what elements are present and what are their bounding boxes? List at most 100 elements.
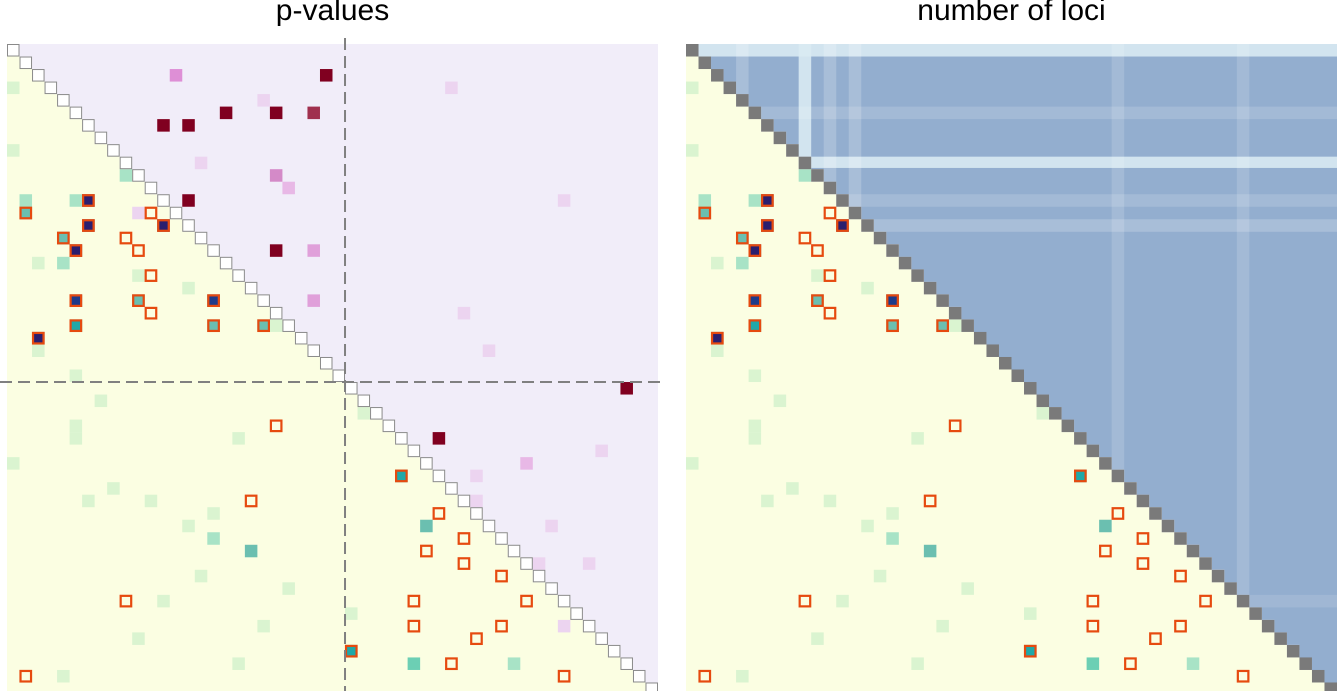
diagonal-cell: [520, 557, 533, 570]
diagonal-cell: [998, 356, 1012, 370]
significant-cell-outline: [407, 619, 421, 633]
significant-cell-outline: [69, 319, 83, 333]
heat-cell: [82, 494, 95, 508]
heat-cell: [69, 244, 83, 257]
diagonal-cell: [257, 294, 270, 307]
diagonal-cell: [798, 156, 812, 170]
significant-cell-outline: [1073, 469, 1087, 483]
heat-cell: [232, 657, 245, 670]
heat-cell: [19, 194, 33, 207]
diagonal-cell: [357, 394, 371, 408]
heat-cell: [470, 469, 483, 483]
heat-cell: [420, 519, 433, 533]
significant-cell-outline: [157, 219, 170, 232]
heat-cell: [936, 319, 949, 332]
faint-band-horizontal: [761, 106, 1337, 120]
heat-cell: [1086, 657, 1100, 670]
chart-title-right: number of loci: [917, 0, 1106, 27]
diagonal-cell: [1161, 519, 1175, 533]
heat-cell: [698, 194, 712, 207]
heat-cell: [282, 582, 295, 595]
diagonal-cell: [382, 419, 396, 433]
heat-cell: [861, 281, 874, 295]
diagonal-cell: [332, 369, 346, 383]
diagonal-cell: [345, 382, 358, 395]
significant-cell-outline: [19, 206, 33, 220]
heat-cell: [507, 657, 521, 670]
heat-cell: [457, 306, 471, 320]
diagonal-cell: [532, 569, 546, 583]
heat-cell: [182, 281, 195, 295]
heat-cell: [736, 231, 749, 245]
heat-cell: [257, 619, 270, 633]
diagonal-cell: [861, 219, 874, 232]
significant-cell-outline: [923, 494, 937, 508]
heat-cell: [357, 407, 371, 420]
heat-cell: [798, 169, 812, 182]
heat-cell: [836, 594, 849, 608]
diagonal-cell: [282, 319, 295, 332]
heat-cell: [269, 169, 283, 182]
diagonal-cell: [836, 194, 849, 207]
significant-cell-outline: [1174, 569, 1187, 583]
diagonal-cell: [157, 194, 170, 207]
significant-cell-outline: [56, 231, 70, 245]
significant-cell-outline: [748, 294, 762, 308]
diagonal-cell: [445, 482, 458, 495]
diagonal-cell: [1199, 557, 1212, 570]
heat-cell: [686, 457, 699, 470]
heat-cell: [686, 81, 699, 95]
heat-cell: [532, 557, 546, 570]
diagonal-cell: [407, 444, 421, 458]
diagonal-cell: [911, 269, 924, 282]
heat-cell: [282, 181, 295, 195]
diagonal-cell: [811, 169, 824, 182]
significant-cell-outline: [1111, 507, 1125, 520]
heat-cell: [307, 106, 320, 120]
significant-cell-outline: [886, 294, 899, 308]
significant-cell-outline: [207, 319, 220, 333]
heat-cell: [32, 256, 45, 270]
significant-cell-outline: [244, 494, 258, 508]
diagonal-cell: [1261, 619, 1275, 633]
heat-cell: [886, 294, 899, 307]
diagonal-cell: [761, 119, 774, 132]
diagonal-cell: [119, 156, 133, 170]
heat-cell: [1099, 519, 1112, 533]
diagonal-cell: [736, 94, 749, 107]
heat-cell: [711, 344, 724, 357]
diagonal-cell: [44, 81, 58, 95]
significant-cell-outline: [82, 219, 95, 232]
heat-cell: [69, 294, 83, 307]
heat-cell: [244, 544, 258, 558]
heat-cell: [307, 294, 320, 307]
heat-cell: [307, 244, 320, 257]
heat-cell: [69, 319, 83, 332]
significant-cell-outline: [1199, 594, 1212, 608]
heat-cell: [7, 457, 20, 470]
faint-band-vertical: [848, 44, 862, 207]
heat-cell: [232, 432, 245, 445]
significant-cell-outline: [698, 206, 712, 220]
significant-cell-outline: [69, 244, 83, 257]
diagonal-cell: [1186, 544, 1200, 558]
heat-cell: [1024, 607, 1037, 620]
diagonal-cell: [269, 306, 283, 320]
diagonal-cell: [1274, 632, 1287, 645]
diagonal-cell: [873, 231, 887, 245]
significant-cell-outline: [144, 306, 158, 320]
diagonal-cell: [1236, 594, 1250, 608]
diagonal-cell: [961, 319, 974, 332]
diagonal-cell: [986, 344, 999, 357]
diagonal-cell: [1311, 669, 1325, 683]
diagonal-cell: [1011, 369, 1025, 383]
significant-cell-outline: [761, 219, 774, 232]
significant-cell-outline: [495, 619, 508, 633]
significant-cell-outline: [257, 319, 271, 333]
diagonal-cell: [632, 669, 646, 683]
heat-cell: [157, 594, 170, 608]
significant-cell-outline: [495, 569, 508, 583]
significant-cell-outline: [119, 231, 133, 245]
diagonal-cell: [1324, 682, 1337, 691]
heat-cell: [94, 394, 108, 408]
